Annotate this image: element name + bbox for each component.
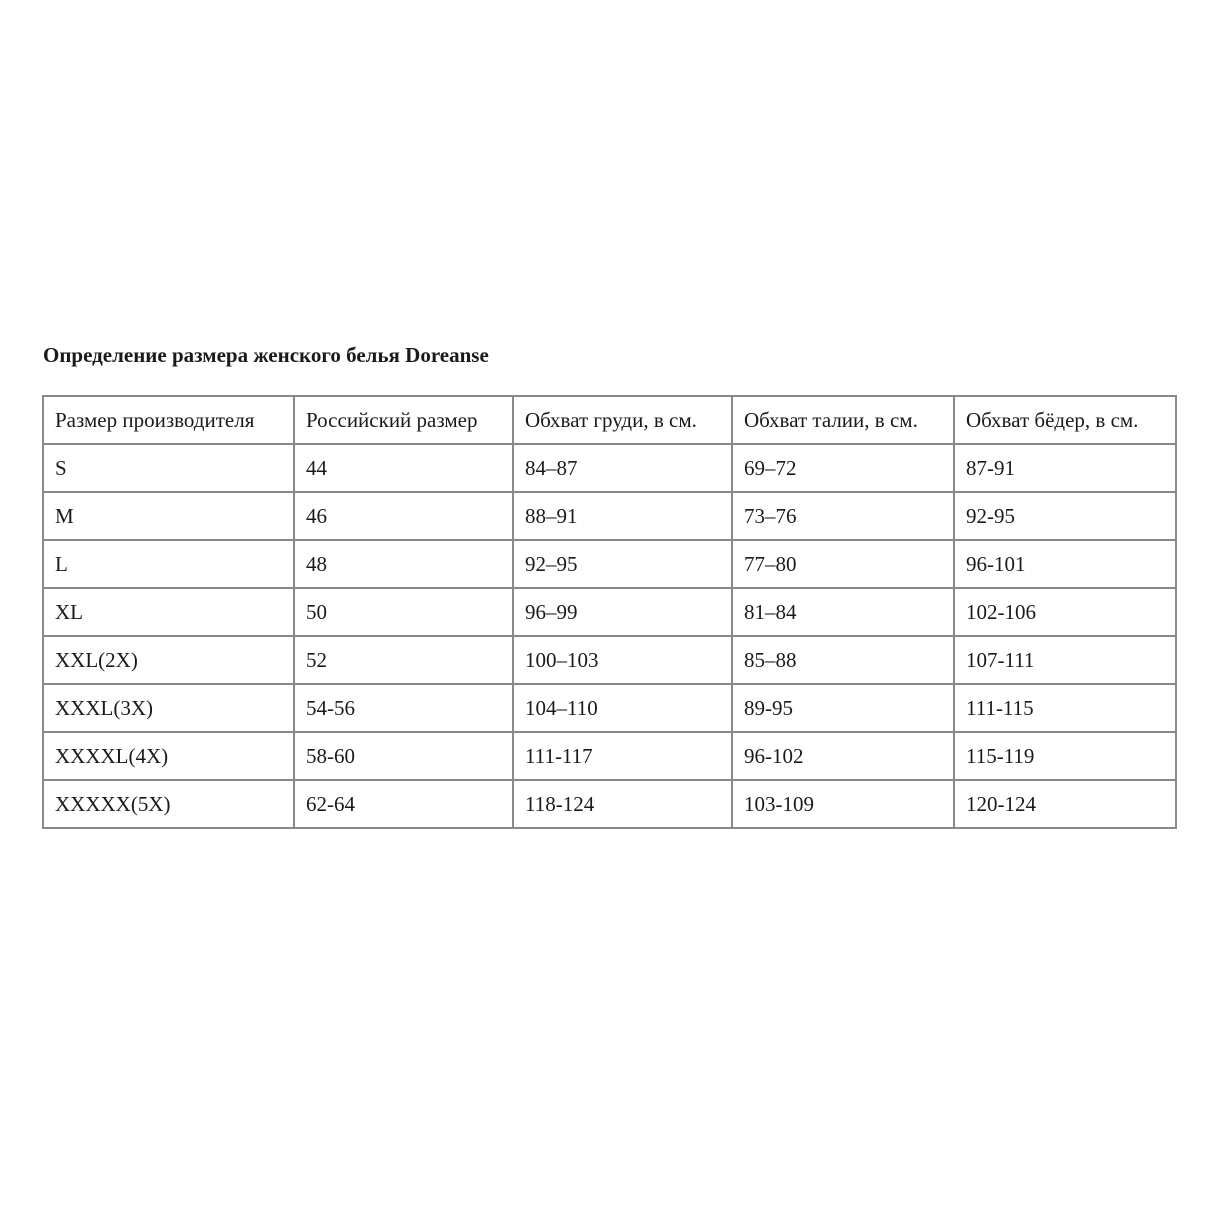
- table-cell: 62-64: [293, 779, 514, 829]
- table-cell: 48: [293, 539, 514, 589]
- table-cell: 100–103: [512, 635, 733, 685]
- table-cell: 120-124: [953, 779, 1177, 829]
- table-cell: 118-124: [512, 779, 733, 829]
- table-cell: 77–80: [731, 539, 955, 589]
- table-cell: XL: [42, 587, 295, 637]
- table-cell: XXL(2X): [42, 635, 295, 685]
- table-cell: XXXXX(5X): [42, 779, 295, 829]
- table-cell: M: [42, 491, 295, 541]
- table-cell: 111-115: [953, 683, 1177, 733]
- table-cell: 103-109: [731, 779, 955, 829]
- table-row: S 44 84–87 69–72 87-91: [42, 443, 1177, 493]
- table-cell: 58-60: [293, 731, 514, 781]
- table-cell: 81–84: [731, 587, 955, 637]
- table-cell: 52: [293, 635, 514, 685]
- table-row: XXXXL(4X) 58-60 111-117 96-102 115-119: [42, 731, 1177, 781]
- table-row: XL 50 96–99 81–84 102-106: [42, 587, 1177, 637]
- table-row: L 48 92–95 77–80 96-101: [42, 539, 1177, 589]
- table-cell: 69–72: [731, 443, 955, 493]
- table-header-row: Размер производителя Российский размер Обх…: [42, 395, 1177, 445]
- table-cell: XXXXL(4X): [42, 731, 295, 781]
- size-table-body: Размер производителя Российский размер Обх…: [42, 395, 1177, 829]
- table-cell: XXXL(3X): [42, 683, 295, 733]
- table-cell: 54-56: [293, 683, 514, 733]
- table-cell: 92–95: [512, 539, 733, 589]
- table-cell: 111-117: [512, 731, 733, 781]
- table-cell: 89-95: [731, 683, 955, 733]
- table-cell: 96-101: [953, 539, 1177, 589]
- table-cell: 85–88: [731, 635, 955, 685]
- column-header: Обхват бёдер, в см.: [953, 395, 1177, 445]
- table-cell: 88–91: [512, 491, 733, 541]
- size-table: Размер производителя Российский размер Обх…: [42, 395, 1177, 829]
- column-header: Обхват груди, в см.: [512, 395, 733, 445]
- table-cell: 92-95: [953, 491, 1177, 541]
- table-cell: 84–87: [512, 443, 733, 493]
- table-row: XXXL(3X) 54-56 104–110 89-95 111-115: [42, 683, 1177, 733]
- table-cell: 96–99: [512, 587, 733, 637]
- table-cell: 44: [293, 443, 514, 493]
- column-header: Обхват талии, в см.: [731, 395, 955, 445]
- table-row: XXL(2X) 52 100–103 85–88 107-111: [42, 635, 1177, 685]
- table-row: M 46 88–91 73–76 92-95: [42, 491, 1177, 541]
- table-cell: 102-106: [953, 587, 1177, 637]
- table-cell: 115-119: [953, 731, 1177, 781]
- table-cell: 107-111: [953, 635, 1177, 685]
- column-header: Российский размер: [293, 395, 514, 445]
- table-cell: 96-102: [731, 731, 955, 781]
- table-row: XXXXX(5X) 62-64 118-124 103-109 120-124: [42, 779, 1177, 829]
- table-cell: L: [42, 539, 295, 589]
- table-cell: 46: [293, 491, 514, 541]
- table-cell: 73–76: [731, 491, 955, 541]
- table-cell: 104–110: [512, 683, 733, 733]
- page-title: Определение размера женского белья Dorea…: [43, 343, 489, 367]
- column-header: Размер производителя: [42, 395, 295, 445]
- table-cell: 50: [293, 587, 514, 637]
- table-cell: S: [42, 443, 295, 493]
- table-cell: 87-91: [953, 443, 1177, 493]
